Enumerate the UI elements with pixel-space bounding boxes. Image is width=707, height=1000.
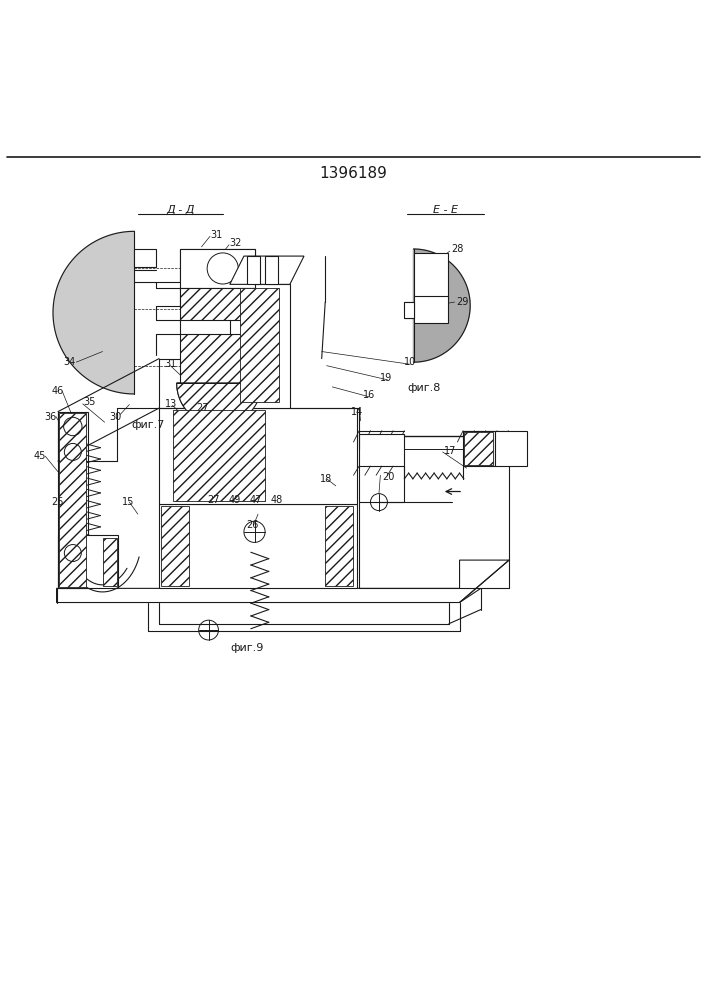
Text: 46: 46: [52, 386, 64, 396]
Bar: [58, 412, 88, 588]
Bar: [247, 256, 260, 284]
Bar: [325, 506, 354, 586]
Text: 28: 28: [451, 244, 464, 254]
Text: 20: 20: [382, 472, 395, 482]
Polygon shape: [414, 249, 470, 362]
Bar: [265, 256, 278, 284]
Text: 19: 19: [380, 373, 392, 383]
Bar: [240, 288, 279, 402]
Bar: [463, 431, 495, 466]
Text: 32: 32: [230, 238, 243, 248]
Polygon shape: [180, 334, 255, 383]
Text: 13: 13: [165, 399, 177, 409]
Polygon shape: [53, 231, 134, 394]
Bar: [103, 538, 117, 586]
Text: 15: 15: [122, 497, 134, 507]
Text: 1396189: 1396189: [320, 166, 387, 181]
Bar: [58, 535, 118, 588]
Bar: [180, 249, 255, 288]
Text: 16: 16: [363, 390, 375, 400]
Bar: [414, 253, 448, 299]
Text: 36: 36: [44, 412, 56, 422]
Text: 45: 45: [33, 451, 46, 461]
Bar: [134, 249, 156, 267]
Bar: [404, 302, 414, 318]
Bar: [59, 413, 86, 587]
Text: 27: 27: [197, 403, 209, 413]
Text: фиг.7: фиг.7: [132, 420, 165, 430]
Bar: [230, 284, 290, 408]
Text: 26: 26: [246, 520, 259, 530]
Text: 33: 33: [256, 322, 268, 332]
Text: фиг.9: фиг.9: [230, 643, 264, 653]
Text: 47: 47: [250, 495, 262, 505]
Bar: [173, 410, 265, 501]
Text: 31: 31: [211, 230, 223, 240]
Text: 18: 18: [320, 474, 332, 484]
Text: Д - Д: Д - Д: [166, 205, 194, 215]
Text: 30: 30: [110, 412, 122, 422]
Text: 10: 10: [404, 357, 416, 367]
Polygon shape: [230, 256, 304, 284]
Text: 49: 49: [228, 495, 240, 505]
Text: 29: 29: [456, 297, 469, 307]
Polygon shape: [57, 560, 509, 603]
Bar: [495, 431, 527, 466]
Text: 27: 27: [207, 495, 220, 505]
Bar: [414, 296, 448, 323]
Text: 17: 17: [444, 446, 457, 456]
Text: фиг.8: фиг.8: [407, 383, 441, 393]
Text: 25: 25: [51, 497, 64, 507]
Text: 48: 48: [271, 495, 283, 505]
Text: Е - Е: Е - Е: [433, 205, 458, 215]
Text: 35: 35: [83, 397, 96, 407]
Bar: [159, 408, 357, 504]
Text: 14: 14: [351, 407, 363, 417]
Bar: [464, 432, 493, 465]
Polygon shape: [180, 288, 255, 320]
Polygon shape: [177, 383, 262, 426]
Bar: [161, 506, 189, 586]
Text: 34: 34: [64, 357, 76, 367]
Bar: [159, 504, 357, 588]
Bar: [359, 434, 404, 466]
Text: 31: 31: [164, 359, 176, 369]
